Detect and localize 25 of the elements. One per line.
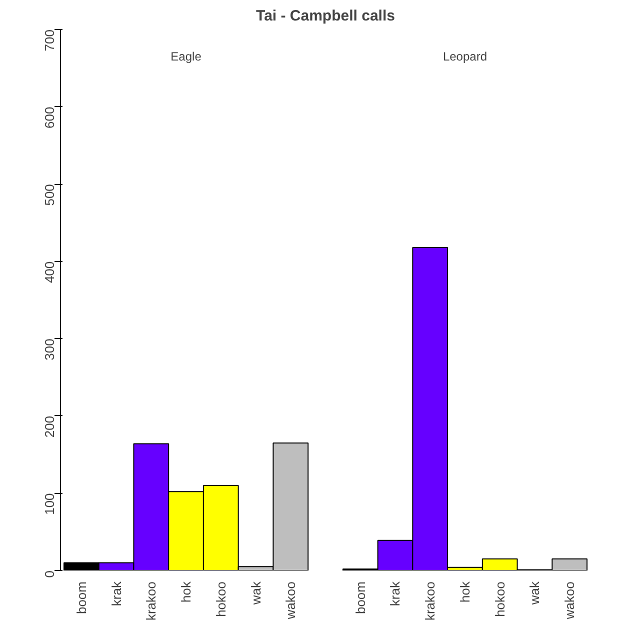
x-tick-label: boom bbox=[352, 581, 368, 614]
x-tick-label: krak bbox=[108, 581, 124, 606]
y-tick-label: 400 bbox=[42, 261, 57, 284]
x-tick-label: wakoo bbox=[283, 582, 298, 620]
x-tick-label: krakoo bbox=[144, 581, 159, 621]
x-tick-label: boom bbox=[74, 581, 89, 614]
x-tick-label: hok bbox=[178, 581, 194, 602]
x-tick-label: wak bbox=[527, 581, 542, 606]
x-tick-label: krakoo bbox=[422, 581, 438, 621]
x-tick-label: wakoo bbox=[562, 582, 578, 620]
chart-title: Tai - Campbell calls bbox=[256, 8, 395, 24]
y-tick-label: 200 bbox=[42, 416, 57, 438]
y-tick-label: 100 bbox=[42, 493, 57, 515]
x-tick-label: hokoo bbox=[213, 582, 228, 617]
y-tick-label: 300 bbox=[42, 338, 57, 360]
y-tick-label: 600 bbox=[42, 106, 57, 128]
x-tick-label: krak bbox=[388, 581, 403, 606]
x-tick-label: hok bbox=[457, 581, 472, 602]
x-tick-label: wak bbox=[248, 581, 264, 606]
y-tick-label: 0 bbox=[42, 570, 57, 578]
x-tick-label: hokoo bbox=[492, 582, 508, 617]
y-tick-label: 500 bbox=[42, 184, 57, 206]
annotation: Eagle bbox=[170, 50, 202, 64]
annotation: Leopard bbox=[442, 50, 487, 64]
y-tick-label: 700 bbox=[42, 29, 57, 52]
